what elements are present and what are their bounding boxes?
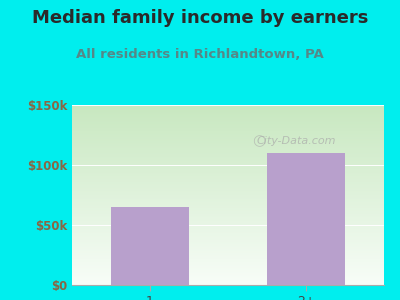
Bar xyxy=(267,153,345,285)
Text: City-Data.com: City-Data.com xyxy=(257,136,336,146)
Bar xyxy=(111,207,189,285)
Text: ○: ○ xyxy=(252,134,266,148)
Text: All residents in Richlandtown, PA: All residents in Richlandtown, PA xyxy=(76,48,324,61)
Text: Median family income by earners: Median family income by earners xyxy=(32,9,368,27)
